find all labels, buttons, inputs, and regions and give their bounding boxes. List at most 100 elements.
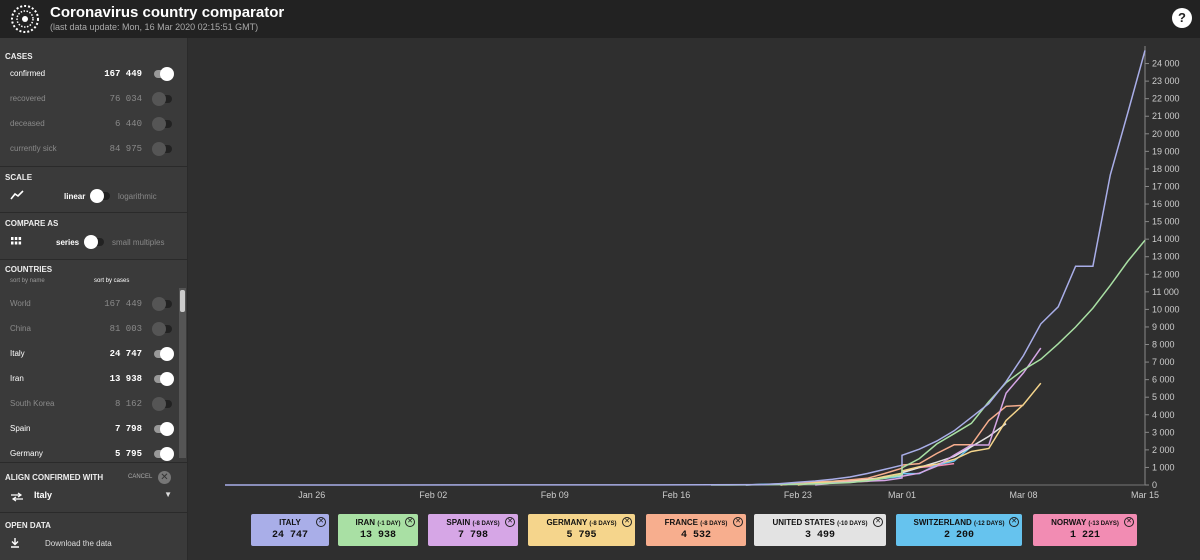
y-tick-label: 7 000 — [1152, 357, 1175, 367]
scale-switch: linear logarithmic — [10, 188, 180, 204]
app-title: Coronavirus country comparator — [50, 4, 285, 21]
countries-scrollbar[interactable] — [179, 288, 186, 458]
country-toggle[interactable] — [152, 372, 174, 386]
country-row[interactable]: Spain 7 798 — [10, 422, 178, 436]
small-multiples-option[interactable]: small multiples — [112, 238, 165, 247]
legend-count: 3 499 — [804, 530, 835, 541]
chevron-down-icon: ▼ — [164, 490, 172, 499]
country-legend: ITALY 24 747 ✕ IRAN (-1 DAY) 13 938 ✕ SPAIN (… — [190, 508, 1200, 560]
case-type-toggle[interactable] — [152, 92, 174, 106]
y-tick-label: 24 000 — [1152, 59, 1180, 69]
legend-chip-united-states[interactable]: UNITED STATES (-10 DAYS) 3 499 ✕ — [754, 514, 886, 546]
close-icon[interactable]: ✕ — [158, 471, 171, 484]
country-row[interactable]: Germany 5 795 — [10, 447, 178, 461]
remove-country-icon[interactable]: ✕ — [316, 517, 326, 527]
country-toggle[interactable] — [152, 422, 174, 436]
country-row[interactable]: Italy 24 747 — [10, 347, 178, 361]
country-row[interactable]: South Korea 8 162 — [10, 397, 178, 411]
scale-toggle[interactable] — [90, 189, 112, 203]
series-line-france — [780, 404, 1024, 486]
case-type-row[interactable]: confirmed 167 449 — [10, 67, 178, 81]
series-option[interactable]: series — [56, 238, 80, 247]
cancel-align-button[interactable]: CANCEL — [128, 474, 153, 480]
country-row[interactable]: Iran 13 938 — [10, 372, 178, 386]
align-selected-country: Italy — [34, 490, 53, 500]
open-data-section-title: OPEN DATA — [5, 521, 51, 530]
country-count: 8 162 — [114, 399, 142, 409]
country-row[interactable]: China 81 003 — [10, 322, 178, 336]
country-toggle[interactable] — [152, 447, 174, 461]
case-type-count: 167 449 — [104, 69, 142, 79]
legend-chip-spain[interactable]: SPAIN (-8 DAYS) 7 798 ✕ — [428, 514, 518, 546]
compare-section-title: COMPARE AS — [5, 219, 59, 228]
legend-chip-norway[interactable]: NORWAY (-13 DAYS) 1 221 ✕ — [1033, 514, 1137, 546]
country-toggle[interactable] — [152, 347, 174, 361]
scale-section-title: SCALE — [5, 173, 33, 182]
legend-chip-france[interactable]: FRANCE (-8 DAYS) 4 532 ✕ — [646, 514, 746, 546]
compare-toggle[interactable] — [84, 235, 106, 249]
case-type-row[interactable]: currently sick 84 975 — [10, 142, 178, 156]
x-tick-label: Mar 08 — [1009, 490, 1037, 500]
case-type-toggle[interactable] — [152, 142, 174, 156]
legend-country-name: FRANCE (-8 DAYS) — [664, 518, 728, 527]
grid-icon — [11, 237, 22, 245]
align-country-select[interactable]: Italy ▼ — [10, 490, 180, 504]
case-type-row[interactable]: recovered 76 034 — [10, 92, 178, 106]
country-label: World — [10, 299, 31, 308]
legend-chip-germany[interactable]: GERMANY (-8 DAYS) 5 795 ✕ — [528, 514, 635, 546]
remove-country-icon[interactable]: ✕ — [1124, 517, 1134, 527]
remove-country-icon[interactable]: ✕ — [622, 517, 632, 527]
remove-country-icon[interactable]: ✕ — [405, 517, 415, 527]
sidebar: CASES confirmed 167 449 recovered 76 034 dec… — [0, 38, 188, 560]
countries-scroll-thumb[interactable] — [180, 290, 185, 312]
sort-by-name-button[interactable]: sort by name — [10, 278, 45, 284]
remove-country-icon[interactable]: ✕ — [505, 517, 515, 527]
y-tick-label: 16 000 — [1152, 199, 1180, 209]
legend-country-name: SPAIN (-8 DAYS) — [446, 518, 500, 527]
series-line-italy — [224, 50, 1146, 486]
divider — [0, 259, 187, 260]
country-toggle[interactable] — [152, 297, 174, 311]
y-tick-label: 9 000 — [1152, 322, 1175, 332]
case-type-toggle[interactable] — [152, 117, 174, 131]
align-arrows-icon — [11, 492, 23, 502]
series-line-iran — [711, 239, 1146, 486]
x-tick-label: Jan 26 — [298, 490, 325, 500]
legend-country-name: IRAN (-1 DAY) — [355, 518, 401, 527]
y-tick-label: 22 000 — [1152, 94, 1180, 104]
compare-switch: series small multiples — [10, 234, 180, 250]
country-label: South Korea — [10, 399, 55, 408]
legend-chip-italy[interactable]: ITALY 24 747 ✕ — [251, 514, 329, 546]
legend-country-name: SWITZERLAND (-12 DAYS) — [913, 518, 1005, 527]
linear-option[interactable]: linear — [64, 192, 86, 201]
y-tick-label: 4 000 — [1152, 410, 1175, 420]
country-toggle[interactable] — [152, 322, 174, 336]
country-toggle[interactable] — [152, 397, 174, 411]
logarithmic-option[interactable]: logarithmic — [118, 192, 157, 201]
y-tick-label: 8 000 — [1152, 340, 1175, 350]
country-label: Iran — [10, 374, 24, 383]
help-button[interactable]: ? — [1172, 8, 1192, 28]
y-tick-label: 19 000 — [1152, 146, 1180, 156]
sort-by-cases-button[interactable]: sort by cases — [94, 278, 130, 284]
country-label: Spain — [10, 424, 31, 433]
virus-logo-icon — [11, 5, 39, 33]
remove-country-icon[interactable]: ✕ — [1009, 517, 1019, 527]
x-tick-label: Mar 15 — [1131, 490, 1159, 500]
country-label: China — [10, 324, 31, 333]
case-type-label: deceased — [10, 119, 45, 128]
legend-country-name: GERMANY (-8 DAYS) — [546, 518, 617, 527]
case-type-row[interactable]: deceased 6 440 — [10, 117, 178, 131]
country-label: Germany — [10, 449, 43, 458]
align-section-title: ALIGN CONFIRMED WITH — [5, 473, 104, 482]
remove-country-icon[interactable]: ✕ — [733, 517, 743, 527]
countries-section-title: COUNTRIES — [5, 265, 53, 274]
case-type-label: confirmed — [10, 69, 46, 78]
legend-count: 13 938 — [359, 530, 396, 541]
case-type-toggle[interactable] — [152, 67, 174, 81]
country-row[interactable]: World 167 449 — [10, 297, 178, 311]
legend-chip-iran[interactable]: IRAN (-1 DAY) 13 938 ✕ — [338, 514, 418, 546]
country-label: Italy — [10, 349, 25, 358]
remove-country-icon[interactable]: ✕ — [873, 517, 883, 527]
legend-chip-switzerland[interactable]: SWITZERLAND (-12 DAYS) 2 200 ✕ — [896, 514, 1022, 546]
